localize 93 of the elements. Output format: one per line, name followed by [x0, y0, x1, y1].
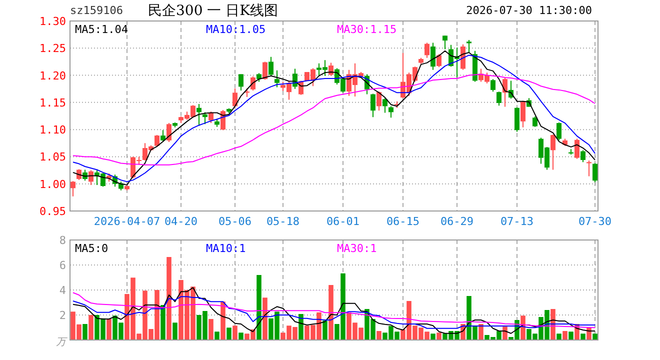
bar: [550, 309, 556, 340]
candlestick: [274, 70, 280, 88]
candlestick: [376, 91, 382, 112]
candlestick: [268, 56, 274, 76]
bar: [322, 320, 328, 340]
y-tick-label: 2: [59, 309, 66, 322]
candlestick: [382, 98, 388, 114]
y-tick-label: 1.05: [40, 150, 66, 164]
x-tick-label: 05-06: [218, 215, 252, 228]
x-tick-label: 05-18: [266, 215, 300, 228]
y-tick-label: 1.00: [40, 178, 66, 191]
text: MA5:1.04: [75, 23, 128, 36]
text: MA10:1.05: [206, 23, 266, 36]
bar: [262, 298, 268, 340]
bar: [328, 285, 334, 340]
x-tick-label: 2026-04-07: [94, 215, 160, 228]
bar: [592, 334, 598, 340]
bar: [478, 324, 484, 340]
y-tick-label: 1.25: [40, 42, 66, 56]
bar: [238, 332, 244, 340]
text: MA10:1: [206, 242, 246, 255]
bar: [376, 331, 382, 340]
candlestick: [556, 122, 562, 141]
bar: [430, 334, 436, 340]
bar: [82, 324, 88, 340]
candlestick: [430, 42, 436, 70]
candlestick: [436, 54, 442, 68]
bar: [232, 326, 238, 340]
candlestick: [520, 100, 526, 128]
bar: [436, 332, 442, 340]
y-tick-label: 1.15: [40, 96, 66, 110]
candlestick: [232, 88, 238, 108]
candlestick: [370, 93, 376, 118]
chart-title: 民企300 一 日K线图: [148, 3, 278, 19]
candlestick: [490, 78, 496, 92]
candlestick: [424, 42, 430, 58]
x-tick-label: 06-15: [386, 215, 420, 228]
bar: [562, 331, 568, 340]
x-tick-label: 07-13: [500, 215, 534, 228]
line-series: [72, 74, 596, 166]
candlestick: [160, 130, 166, 143]
line-series: [72, 287, 596, 334]
bar: [160, 305, 166, 340]
bar: [220, 302, 226, 340]
candlestick: [514, 106, 520, 132]
bar: [568, 332, 574, 340]
y-tick-label: 8: [59, 234, 66, 247]
bar: [556, 334, 562, 340]
candlestick: [442, 35, 448, 50]
bar: [88, 315, 94, 340]
candlestick: [166, 122, 172, 143]
x-tick-label: 04-20: [164, 215, 198, 228]
bar: [166, 257, 172, 340]
x-tick-label: 07-30: [578, 215, 612, 228]
candlestick: [208, 111, 214, 124]
text: MA30:1.15: [337, 23, 397, 36]
x-tick-label: 06-29: [440, 215, 474, 228]
candlestick: [202, 112, 208, 125]
text: MA5:0: [75, 242, 108, 255]
candlestick: [388, 106, 394, 118]
chart-subtitle: 2026-07-30 11:30:00: [466, 4, 592, 17]
bar: [502, 326, 508, 340]
candlestick: [70, 180, 76, 197]
bar: [172, 322, 178, 340]
y-tick-label: 0.95: [40, 205, 66, 218]
candlestick: [550, 134, 556, 170]
bar: [256, 275, 262, 340]
y-tick-label: 1.30: [40, 15, 66, 28]
candlestick: [496, 91, 502, 106]
candlestick: [586, 160, 592, 177]
bar: [106, 319, 112, 340]
y-axis-title: 万: [56, 337, 68, 348]
y-tick-label: 1.20: [40, 69, 66, 82]
candlestick: [466, 40, 472, 53]
bar: [214, 332, 220, 340]
candlestick: [592, 162, 598, 183]
bar: [298, 314, 304, 340]
bar: [520, 316, 526, 340]
y-tick-label: 4: [59, 284, 66, 297]
y-tick-label: 1.10: [40, 124, 66, 137]
bar: [226, 328, 232, 340]
candlestick: [574, 138, 580, 160]
text: MA30:1: [337, 242, 377, 255]
text: sz159106: [70, 4, 123, 17]
x-tick-label: 06-01: [326, 215, 360, 228]
y-tick-label: 6: [59, 259, 66, 272]
bar: [208, 319, 214, 340]
candlestick: [532, 116, 538, 128]
candlestick: [580, 150, 586, 163]
candlestick: [238, 74, 244, 91]
candlestick: [196, 104, 202, 126]
candlestick: [262, 61, 268, 80]
bar: [580, 334, 586, 340]
